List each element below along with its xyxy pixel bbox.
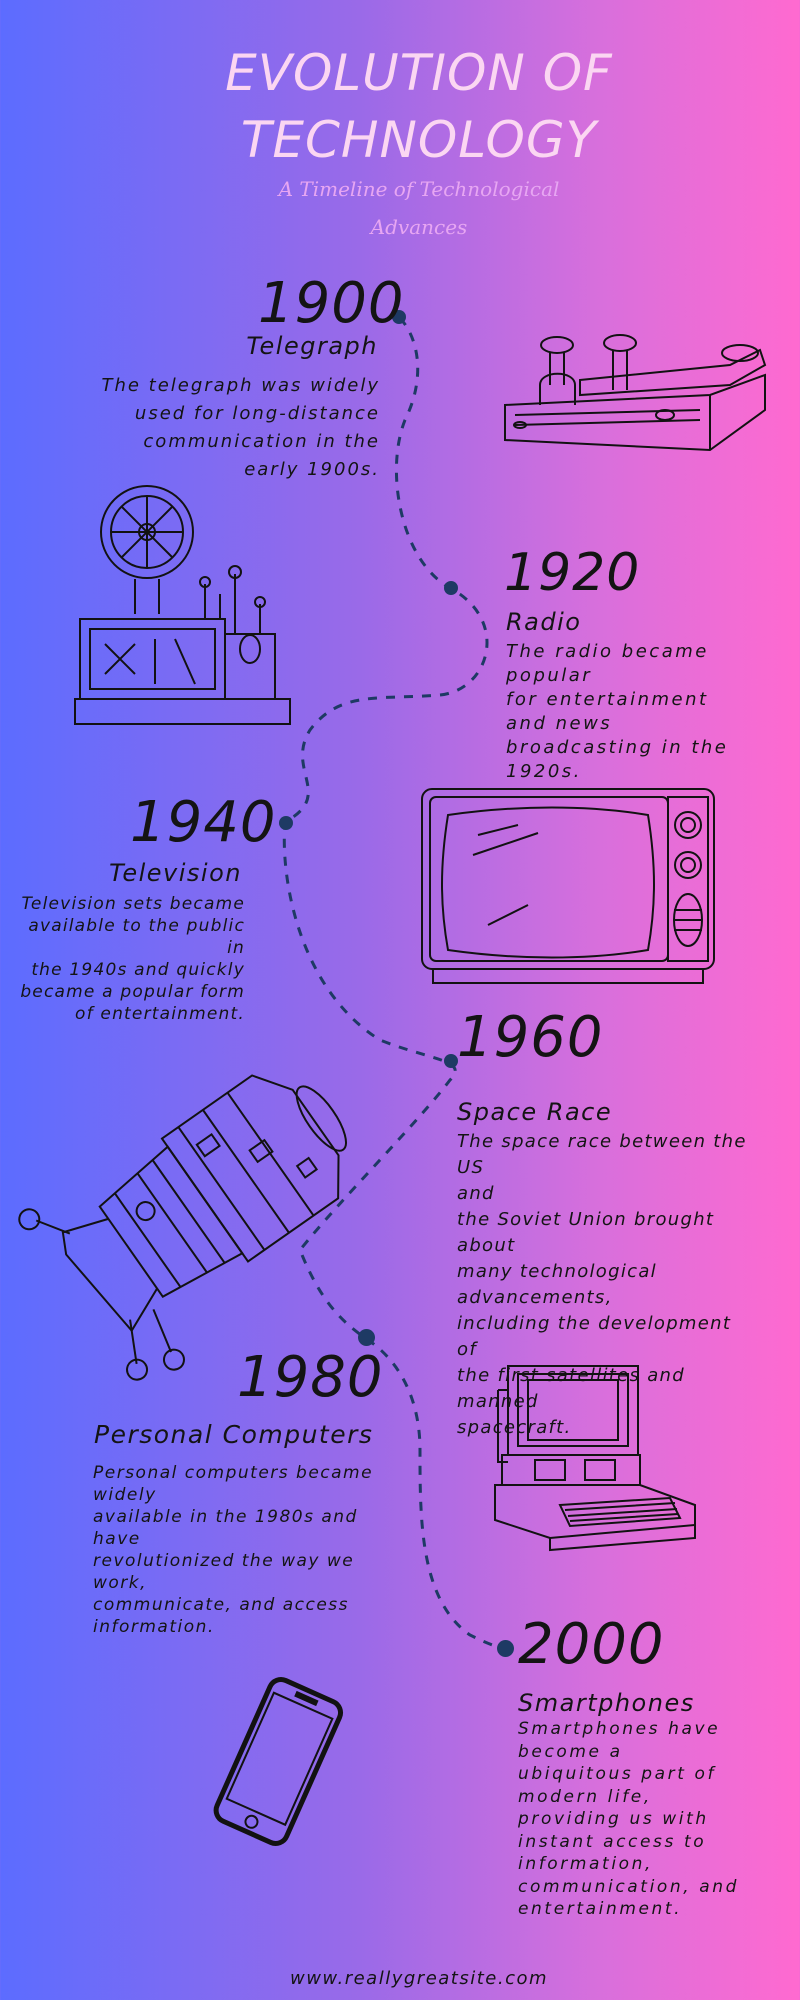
event-heading-radio: Radio — [506, 608, 582, 636]
event-year-1940: 1940 — [130, 790, 277, 855]
event-description-personal-computers: Personal computers became widely availab… — [93, 1463, 374, 1637]
space-capsule-icon — [18, 1074, 347, 1381]
page-title-line1: EVOLUTION OF — [225, 44, 613, 102]
event-heading-smartphones: Smartphones — [518, 1689, 695, 1717]
timeline-dot-2000 — [497, 1640, 514, 1657]
footer-website-link[interactable]: www.reallygreatsite.com — [289, 1968, 549, 1989]
timeline-dot-1940 — [279, 816, 293, 830]
page-title-line2: TECHNOLOGY — [240, 111, 598, 169]
event-description-television: Television sets became available to the … — [20, 894, 245, 1024]
event-heading-telegraph: Telegraph — [246, 332, 378, 360]
subtitle-line2: Advances — [370, 215, 468, 239]
event-heading-space-race: Space Race — [457, 1098, 613, 1126]
timeline-dot-1900 — [392, 310, 406, 324]
personal-computer-icon — [494, 1365, 696, 1552]
telegraph-key-icon — [504, 334, 767, 452]
event-description-telegraph: The telegraph was widely used for long-d… — [101, 375, 380, 480]
event-description-radio: The radio became popular for entertainme… — [506, 641, 729, 782]
event-year-2000: 2000 — [518, 1612, 665, 1677]
smartphone-icon — [213, 1677, 344, 1846]
event-year-1980: 1980 — [237, 1345, 384, 1410]
event-description-smartphones: Smartphones have become a ubiquitous par… — [518, 1719, 740, 1919]
event-year-1920: 1920 — [504, 543, 641, 603]
television-icon — [421, 788, 715, 984]
event-heading-television: Television — [109, 859, 242, 887]
timeline-dot-1920 — [444, 581, 458, 595]
timeline-dot-1960 — [444, 1054, 458, 1068]
page-subtitle: A Timeline of Technological Advances — [0, 170, 800, 246]
subtitle-line1: A Timeline of Technological — [278, 177, 560, 201]
event-year-1900: 1900 — [258, 271, 405, 336]
event-heading-personal-computers: Personal Computers — [94, 1420, 374, 1449]
event-year-1960: 1960 — [457, 1005, 604, 1070]
timeline-dot-1980 — [358, 1329, 375, 1346]
film-projector-telegraph-icon — [74, 485, 291, 725]
